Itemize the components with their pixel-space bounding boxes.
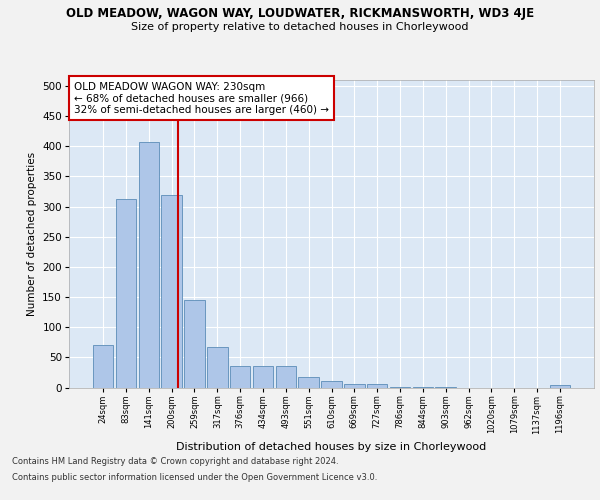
Bar bbox=[321, 381, 342, 388]
X-axis label: Distribution of detached houses by size in Chorleywood: Distribution of detached houses by size … bbox=[176, 442, 487, 452]
Bar bbox=[367, 384, 388, 388]
Bar bbox=[344, 384, 365, 388]
Bar bbox=[413, 387, 433, 388]
Bar bbox=[390, 387, 410, 388]
Bar bbox=[275, 366, 296, 388]
Text: OLD MEADOW WAGON WAY: 230sqm
← 68% of detached houses are smaller (966)
32% of s: OLD MEADOW WAGON WAY: 230sqm ← 68% of de… bbox=[74, 82, 329, 114]
Bar bbox=[253, 366, 273, 388]
Bar bbox=[184, 300, 205, 388]
Y-axis label: Number of detached properties: Number of detached properties bbox=[27, 152, 37, 316]
Text: Contains public sector information licensed under the Open Government Licence v3: Contains public sector information licen… bbox=[12, 472, 377, 482]
Text: Size of property relative to detached houses in Chorleywood: Size of property relative to detached ho… bbox=[131, 22, 469, 32]
Bar bbox=[161, 194, 182, 388]
Bar bbox=[550, 385, 570, 388]
Text: OLD MEADOW, WAGON WAY, LOUDWATER, RICKMANSWORTH, WD3 4JE: OLD MEADOW, WAGON WAY, LOUDWATER, RICKMA… bbox=[66, 8, 534, 20]
Bar bbox=[139, 142, 159, 388]
Bar bbox=[298, 376, 319, 388]
Bar bbox=[230, 366, 250, 388]
Bar bbox=[93, 346, 113, 388]
Text: Contains HM Land Registry data © Crown copyright and database right 2024.: Contains HM Land Registry data © Crown c… bbox=[12, 458, 338, 466]
Bar bbox=[436, 387, 456, 388]
Bar bbox=[116, 200, 136, 388]
Bar bbox=[207, 346, 227, 388]
